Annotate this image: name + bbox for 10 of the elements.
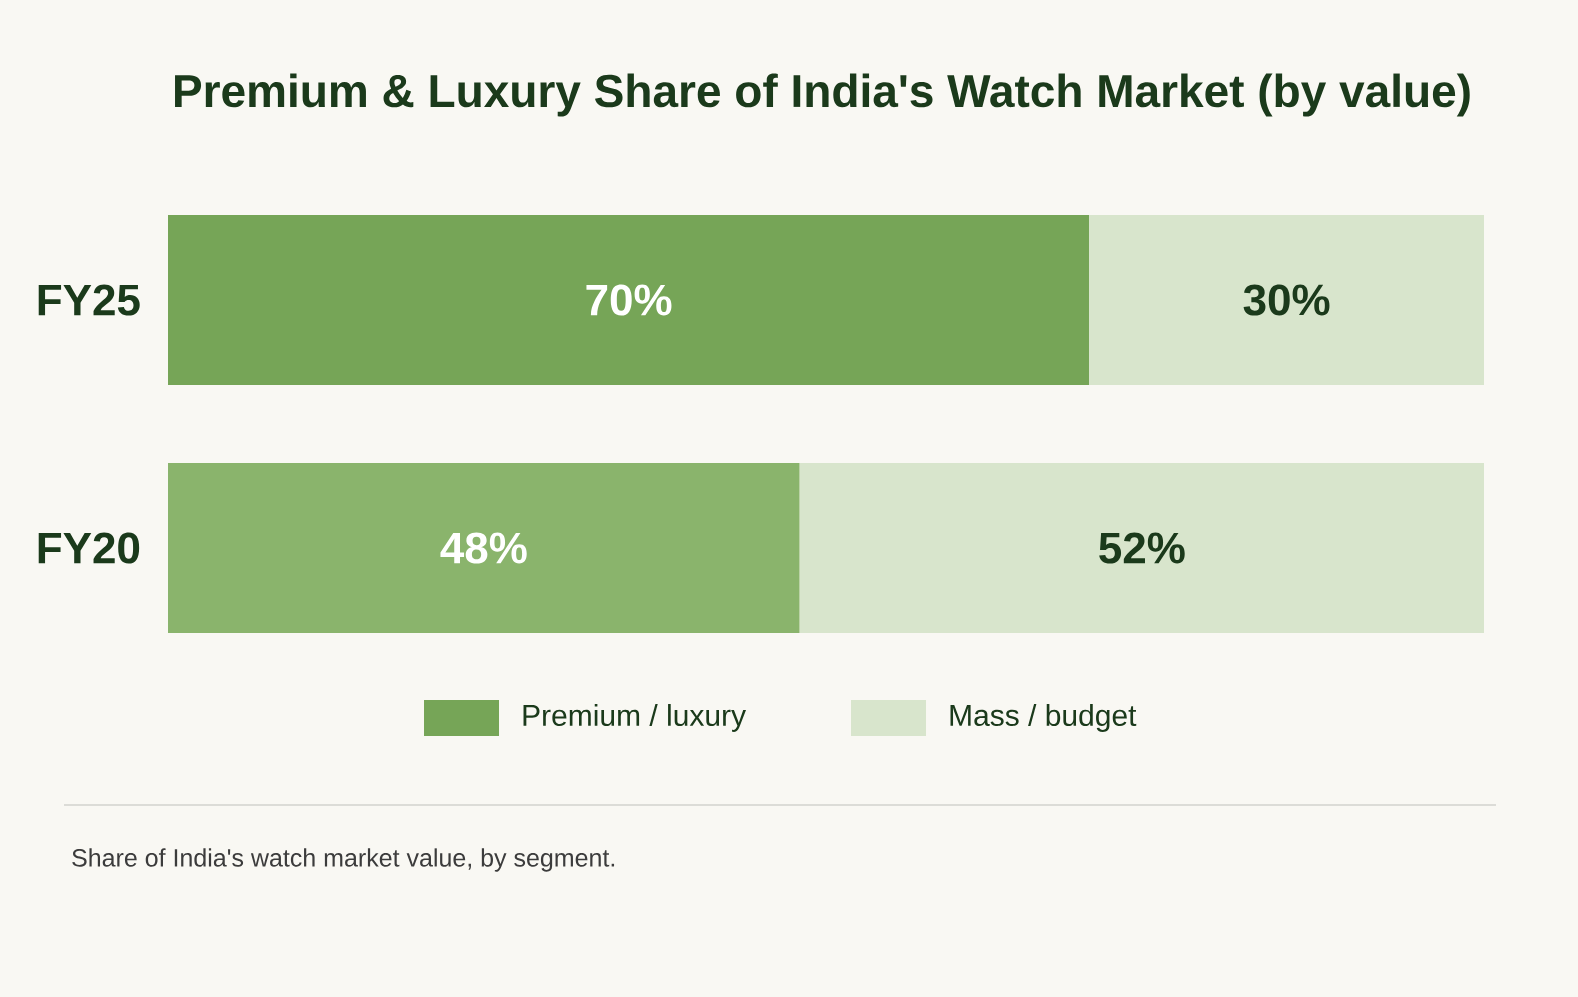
- data-label: 52%: [1099, 532, 1185, 564]
- y-tick-label: FY20: [38, 532, 140, 564]
- chart-title: Premium & Luxury Share of India's Watch Market (by value): [175, 73, 1470, 117]
- data-label: 48%: [440, 532, 527, 564]
- legend-label: Premium / luxury: [523, 704, 747, 732]
- y-tick-label: FY25: [38, 284, 140, 316]
- legend-label: Mass / budget: [950, 704, 1137, 732]
- text: Share of India's watch market value, by segment.: [72, 848, 615, 872]
- data-label: 30%: [1243, 284, 1330, 316]
- data-label: 70%: [586, 284, 672, 316]
